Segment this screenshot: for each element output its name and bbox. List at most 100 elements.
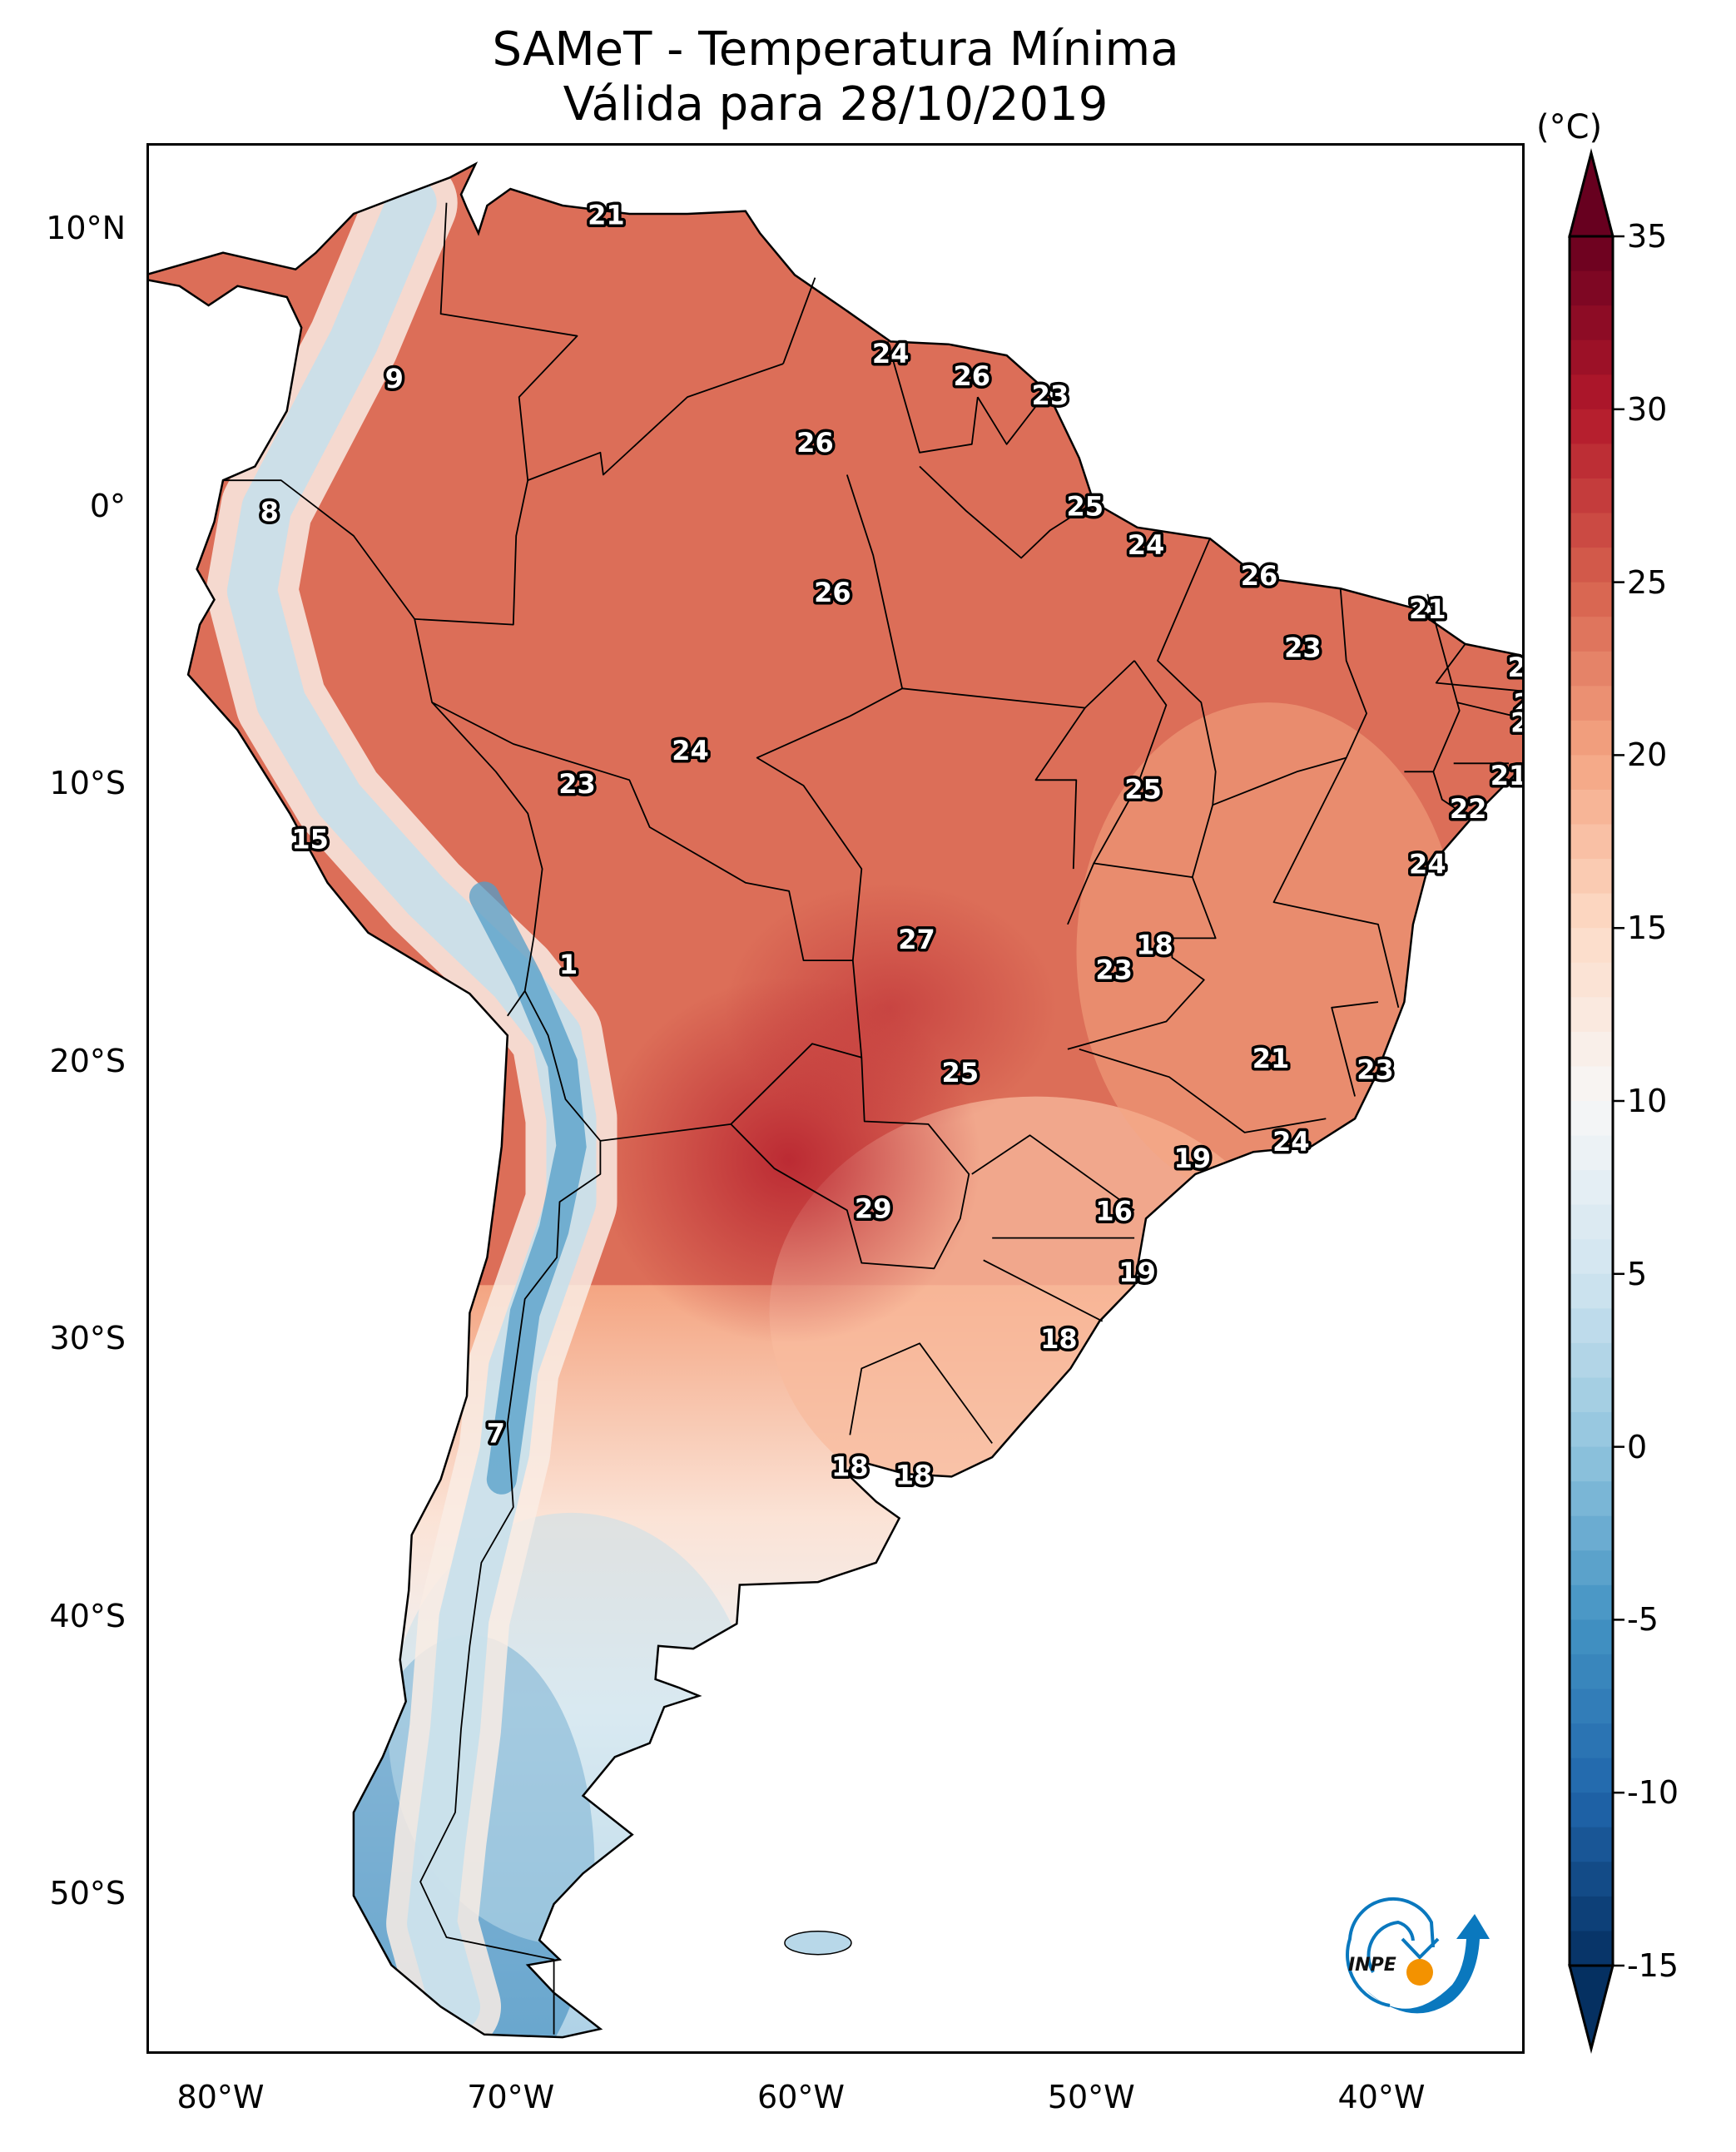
colorbar-segment [1570, 617, 1613, 652]
logo-arrow-up-icon [1365, 1914, 1490, 2014]
colorbar-tick-label: 15 [1627, 910, 1668, 947]
border-line [414, 618, 543, 1017]
colorbar-segment [1570, 651, 1613, 687]
colorbar [1568, 148, 1624, 2054]
pantanal-hot-core [724, 882, 1058, 1133]
station-value-label: 25 [942, 1057, 980, 1088]
colorbar-segment [1570, 755, 1613, 791]
station-value-label: 24 [1409, 849, 1446, 880]
colorbar-segment [1570, 1066, 1613, 1102]
station-value-labels: 2124262326982524262126232422212122242325… [257, 196, 1525, 1494]
colorbar-tick-label: 10 [1627, 1083, 1668, 1119]
colorbar-segment [1570, 340, 1613, 375]
colorbar-segment [1570, 686, 1613, 721]
station-value-label: 7 [487, 1417, 505, 1449]
station-value-label: 21 [588, 199, 625, 231]
station-value-label: 27 [898, 924, 935, 955]
colorbar-segment [1570, 928, 1613, 964]
colorbar-segment [1570, 1758, 1613, 1793]
map-svg: 2124262326982524262126232422212122242325… [149, 161, 1525, 2039]
chart-subtitle: Válida para 28/10/2019 [563, 77, 1109, 131]
border-line [1404, 593, 1461, 773]
map-plot-area: 2124262326982524262126232422212122242325… [146, 143, 1525, 2054]
coastline [149, 161, 1522, 2039]
station-value-label: 25 [1067, 491, 1104, 523]
station-value-label: 8 [260, 496, 279, 528]
station-value-label: 22 [1514, 687, 1525, 719]
station-value-label: 26 [954, 360, 991, 392]
colorbar-segment [1570, 1481, 1613, 1517]
colorbar-segment [1570, 1101, 1613, 1137]
longitude-tick-label: 40°W [1337, 2079, 1426, 2115]
border-line [756, 474, 903, 961]
colorbar-segment [1570, 1342, 1613, 1379]
border-line [1432, 771, 1472, 820]
colorbar-segment [1570, 893, 1613, 929]
colorbar-segment [1570, 270, 1613, 306]
altiplano-cold-band [469, 881, 587, 1495]
border-line [1079, 1048, 1327, 1133]
colorbar-tick-label: 0 [1627, 1428, 1648, 1465]
colorbar-tick-label: -10 [1627, 1774, 1679, 1812]
colorbar-segment [1570, 1550, 1613, 1586]
station-value-label: 15 [291, 824, 329, 855]
colorbar-segment [1570, 824, 1613, 860]
country-borders [149, 161, 1522, 2039]
station-value-label: 16 [1095, 1196, 1133, 1227]
station-value-label: 26 [796, 427, 834, 459]
colorbar-segment [1570, 1723, 1613, 1759]
border-line [886, 341, 979, 454]
colorbar-segment [1570, 1515, 1613, 1551]
colorbar-segment [1570, 1862, 1613, 1897]
colorbar-segment [1570, 1896, 1613, 1932]
station-value-label: 23 [1357, 1054, 1394, 1086]
station-value-label: 26 [814, 577, 851, 608]
colorbar-segment [1570, 305, 1613, 341]
colorbar-segment [1570, 444, 1613, 479]
latitude-tick-label: 30°S [49, 1320, 126, 1356]
colorbar-segment [1570, 374, 1613, 410]
colorbar-segment [1570, 1308, 1613, 1344]
station-value-label: 21 [1490, 760, 1525, 791]
border-line [971, 1134, 1135, 1212]
colorbar-segment [1570, 1204, 1613, 1240]
border-line [983, 1259, 1104, 1322]
colorbar-segment [1570, 1619, 1613, 1655]
station-value-label: 18 [1136, 929, 1173, 960]
colorbar-segment [1570, 478, 1613, 514]
border-line [414, 363, 784, 626]
colorbar-segment [1570, 409, 1613, 444]
station-value-label: 25 [1124, 774, 1162, 806]
colorbar-segment [1570, 1446, 1613, 1482]
station-value-label: 24 [672, 735, 709, 766]
colorbar-segment [1570, 582, 1613, 617]
border-line [223, 479, 415, 620]
colorbar-min-extension [1568, 1964, 1614, 2054]
station-value-label: 24 [1508, 652, 1525, 683]
station-value-label: 24 [1272, 1126, 1310, 1158]
colorbar-segment [1570, 720, 1613, 756]
logo-swirl-icon [1346, 1897, 1435, 2007]
station-value-label: 18 [831, 1450, 869, 1482]
colorbar-tick-label: 20 [1627, 736, 1668, 774]
station-value-label: 19 [1118, 1257, 1156, 1288]
station-value-label: 9 [385, 363, 404, 394]
colorbar-tick-label: 35 [1627, 218, 1668, 255]
border-line [1435, 643, 1522, 692]
station-value-label: 18 [1040, 1323, 1078, 1355]
border-line [782, 277, 816, 364]
station-value-label: 21 [1252, 1043, 1290, 1074]
chart-title: SAMeT - Temperatura Mínima [492, 22, 1179, 77]
longitude-tick-label: 70°W [467, 2079, 555, 2115]
colorbar-tick-label: 5 [1627, 1255, 1648, 1292]
colorbar-segment [1570, 1031, 1613, 1068]
latitude-tick-label: 50°S [49, 1875, 126, 1912]
station-value-label: 23 [1284, 632, 1322, 664]
station-value-label: 26 [1241, 560, 1278, 592]
colorbar-segment [1570, 1688, 1613, 1724]
longitude-tick-label: 80°W [176, 2079, 265, 2115]
andes-cold-band [206, 164, 618, 2038]
station-value-label: 22 [1450, 793, 1487, 825]
colorbar-max-extension [1568, 148, 1614, 238]
colorbar-segment [1570, 1931, 1613, 1966]
